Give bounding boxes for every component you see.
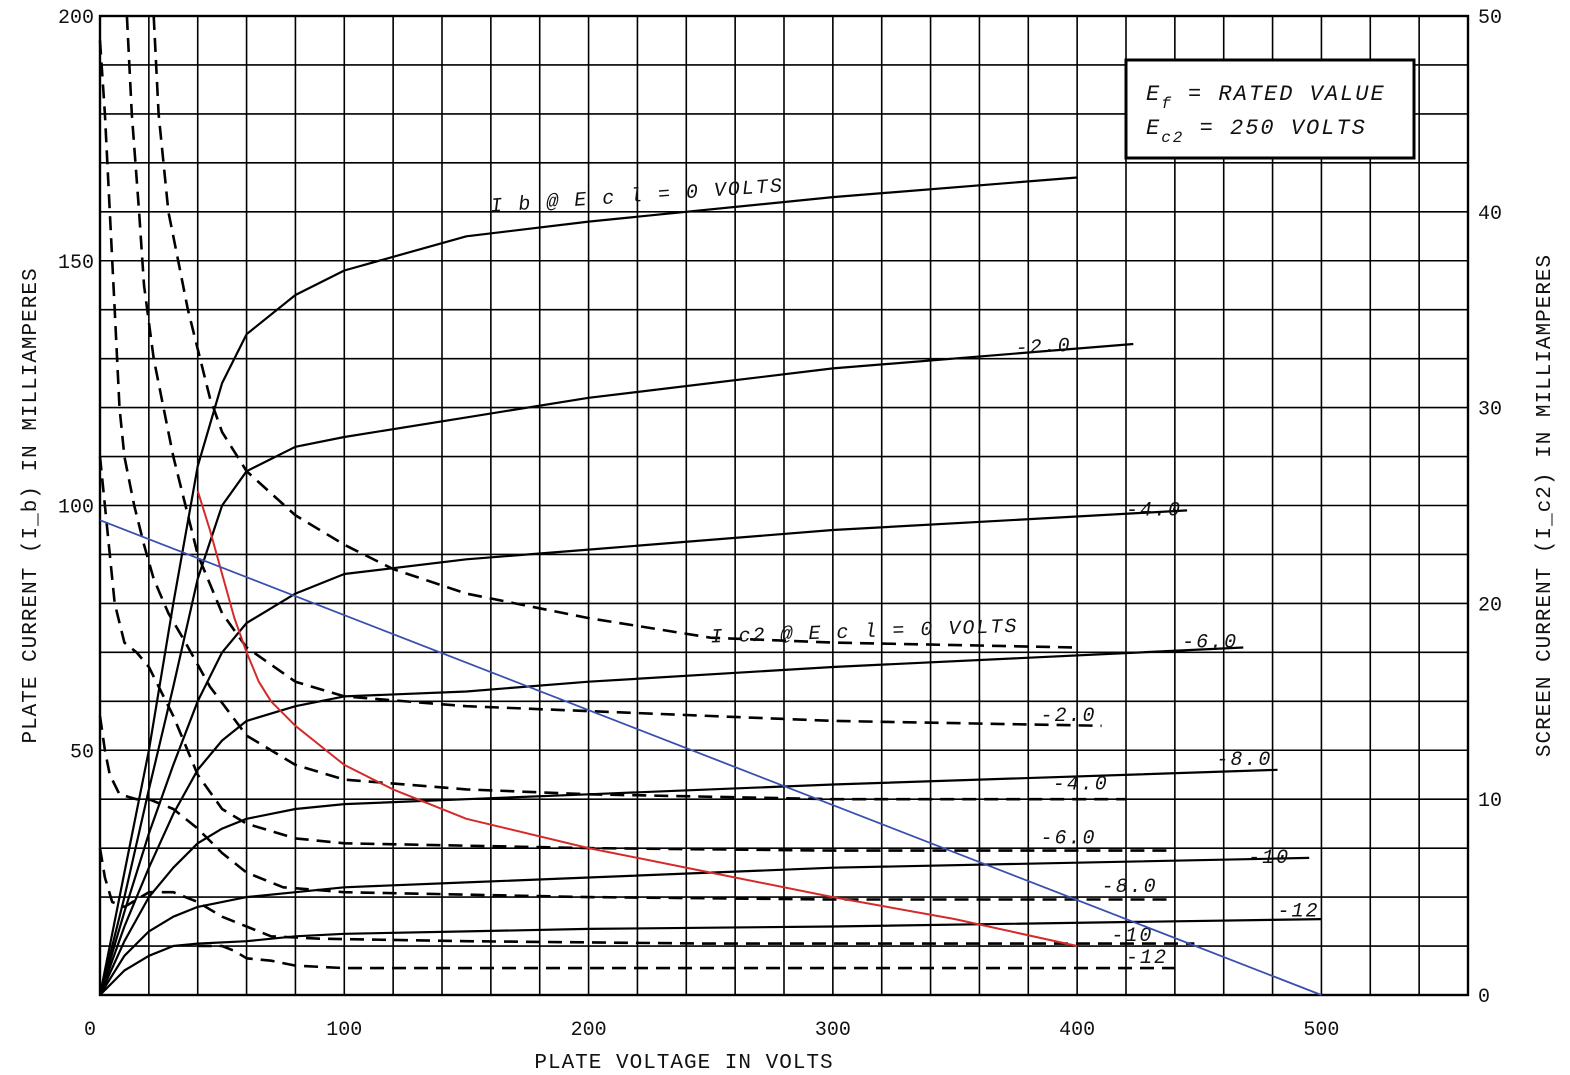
screen-current-curve [98,715,1175,901]
screen-current-curve [125,15,1102,728]
y-right-tick-label: 10 [1478,790,1502,813]
plate-curve-label: -6.0 [1182,631,1238,654]
y-left-tick-label: 100 [58,497,94,520]
blue-load-line [99,519,1322,996]
x-axis-title: PLATE VOLTAGE IN VOLTS [534,1052,833,1075]
screen-current-curve [98,847,1195,945]
y-left-tick-label: 200 [58,7,94,30]
plate-curve-label: -12 [1277,901,1319,924]
y-right-axis-title: SCREEN CURRENT (I_c2) IN MILLIAMPERES [1534,254,1557,757]
screen-curve-label: -12 [1126,947,1168,970]
x-tick-label: 100 [326,1019,362,1042]
y-left-tick-label: 50 [70,741,94,764]
y-right-tick-label: 50 [1478,7,1502,30]
plate-current-curve [98,509,1188,996]
plate-curve-label: -2.0 [1015,335,1072,361]
conditions-line-2: Ec2 = 250 VOLTS [1146,116,1367,147]
plate-current-curve [99,856,1310,996]
x-tick-label: 300 [815,1019,851,1042]
screen-current-curve [152,15,1078,649]
x-tick-label: 200 [571,1019,607,1042]
screen-curve-label: -4.0 [1053,773,1109,796]
y-right-tick-label: 30 [1478,399,1502,422]
plate-curve-label: -4.0 [1126,499,1182,522]
plot-frame [98,14,1470,997]
plate-current-curve [99,918,1322,996]
plate-curve-label: -10 [1248,847,1290,870]
plate-current-curve [98,176,1078,996]
conditions-box [1124,58,1416,160]
screen-curve-label: -2.0 [1041,705,1097,728]
y-right-tick-label: 40 [1478,203,1502,226]
screen-current-curve [98,456,1175,852]
y-right-tick-label: 0 [1478,986,1490,1009]
screen-curve-label: -8.0 [1102,876,1158,899]
screen-curve-label: -6.0 [1041,827,1097,850]
red-dissipation-curve [196,490,1078,947]
screen-current-curve [98,40,1126,801]
screen-current-curve [197,944,1175,970]
y-right-tick-label: 20 [1478,594,1502,617]
screen-curve-label: -10 [1111,925,1153,948]
x-tick-label: 500 [1303,1019,1339,1042]
x-tick-label: 0 [84,1019,96,1042]
conditions-line-1: Ef = RATED VALUE [1146,82,1386,113]
x-tick-label: 400 [1059,1019,1095,1042]
y-left-tick-label: 150 [58,252,94,275]
y-left-axis-title: PLATE CURRENT (I_b) IN MILLIAMPERES [20,267,43,743]
plate-curve-label: -8.0 [1216,749,1272,772]
plate-current-curve [98,646,1244,996]
